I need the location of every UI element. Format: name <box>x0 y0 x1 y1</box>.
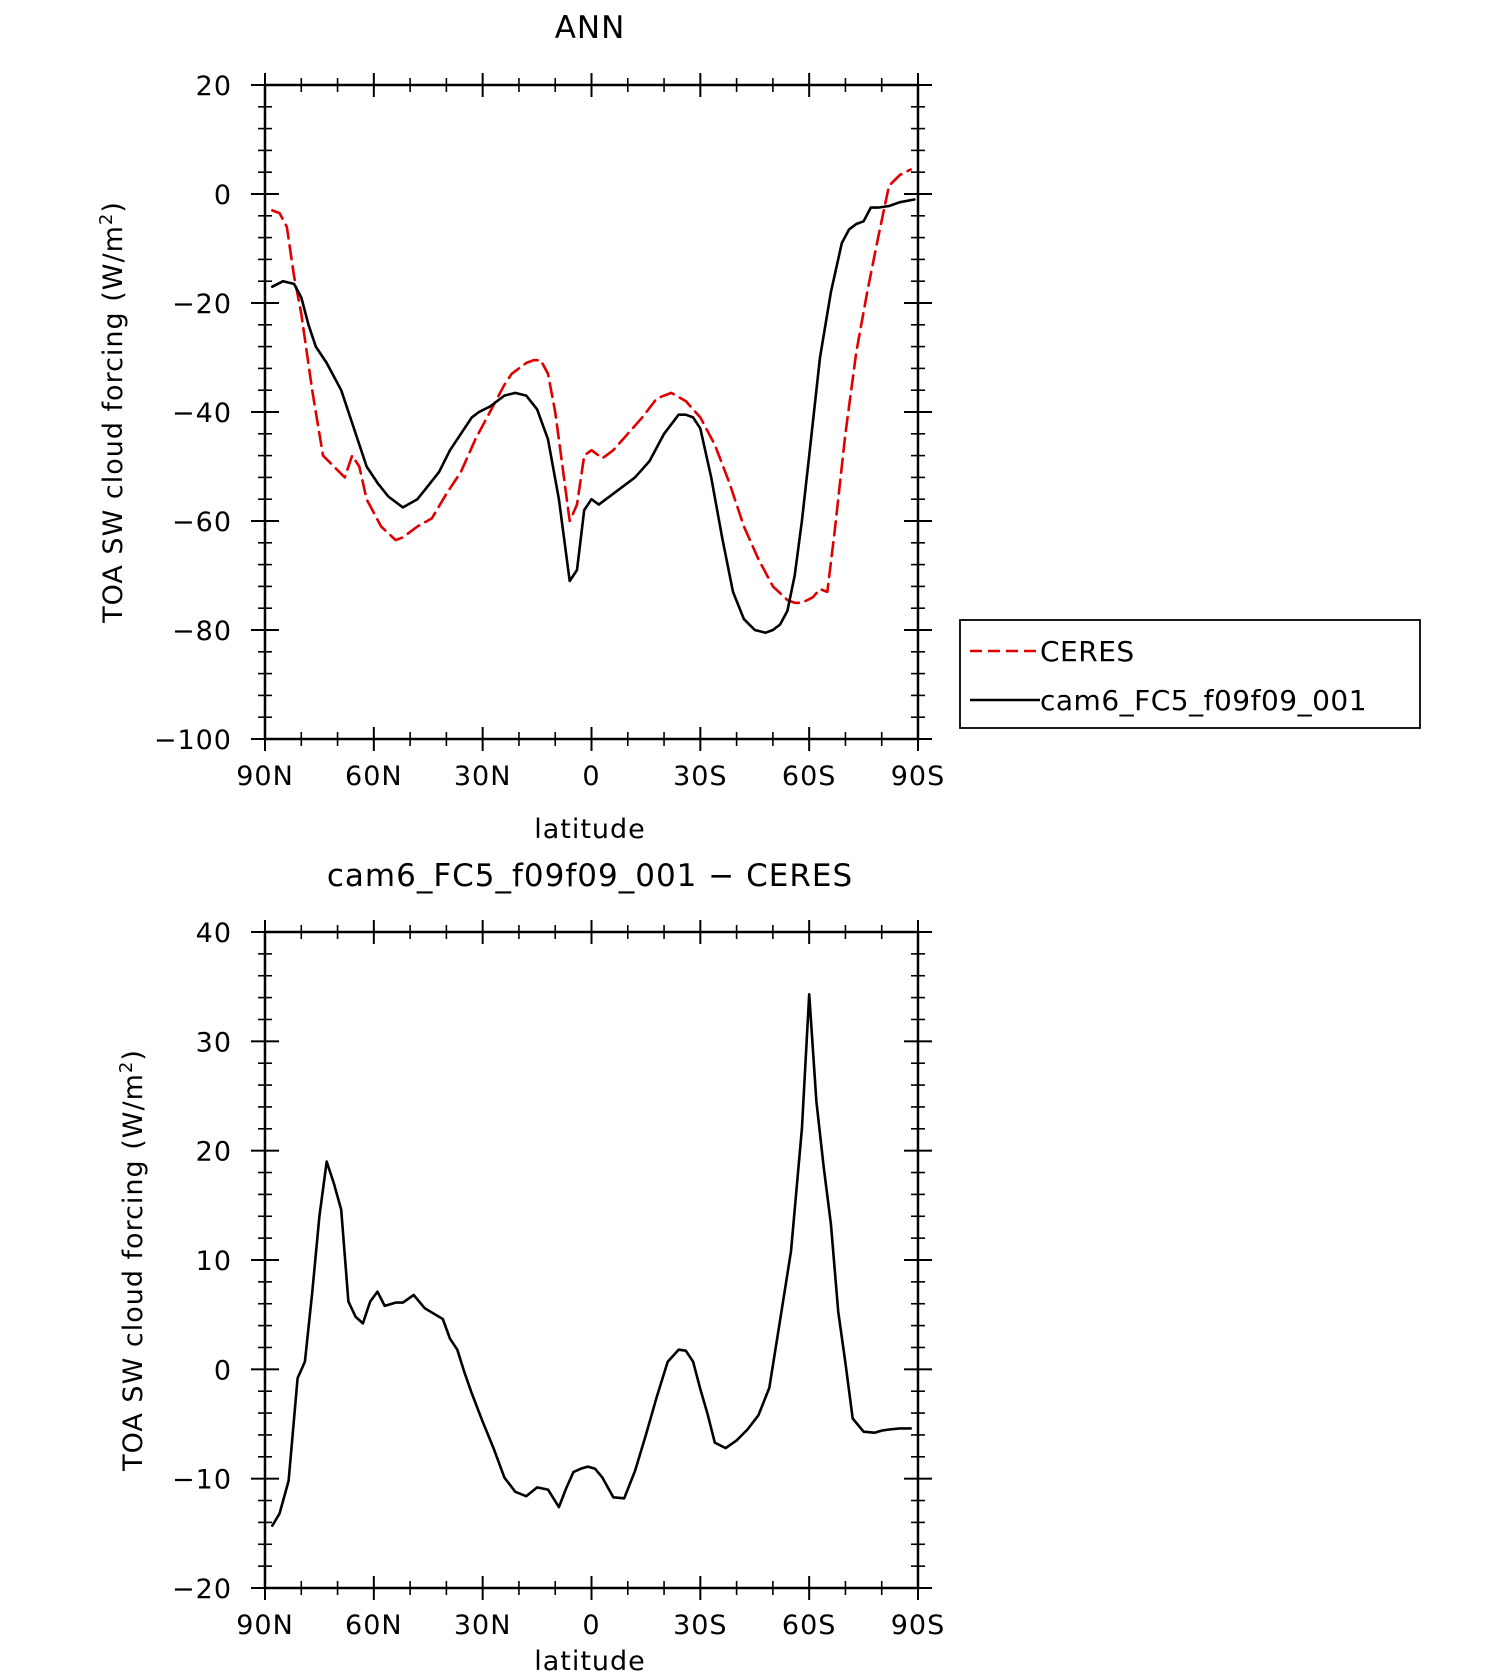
top-x-tick-label: 30S <box>673 761 728 792</box>
top-y-tick-labels: 20 0 −20 −40 −60 −80 −100 <box>154 71 232 756</box>
top-x-axis-label: latitude <box>534 814 646 845</box>
bottom-y-tick-label: 10 <box>196 1246 232 1277</box>
top-y-tick-label: −20 <box>172 289 232 320</box>
bottom-x-axis-label: latitude <box>534 1646 646 1677</box>
top-series-line-cam6-fc5-f09f09-001 <box>270 198 916 635</box>
top-y-axis-label: TOA SW cloud forcing (W/m2) <box>96 201 129 624</box>
bottom-y-tick-label: −10 <box>172 1465 232 1496</box>
bottom-x-tick-label: 90S <box>891 1610 946 1641</box>
bottom-y-tick-label: 20 <box>196 1137 232 1168</box>
top-chart-title: ANN <box>555 10 626 46</box>
top-x-tick-label: 0 <box>582 761 600 792</box>
bottom-x-tick-label: 60S <box>782 1610 837 1641</box>
bottom-y-tick-labels: 40 30 20 10 0 −10 −20 <box>172 918 232 1605</box>
bottom-x-tick-label: 30S <box>673 1610 728 1641</box>
top-x-tick-labels: 90N 60N 30N 0 30S 60S 90S <box>236 761 946 792</box>
top-y-tick-label: −40 <box>172 398 232 429</box>
bottom-x-tick-labels: 90N 60N 30N 0 30S 60S 90S <box>236 1610 946 1641</box>
top-panel: ANN 20 0 −20 −40 −60 −80 −100 90N 60N 30N 0 30S 60S… <box>96 10 1421 845</box>
top-y-tick-label: −60 <box>172 507 232 538</box>
bottom-x-tick-label: 60N <box>345 1610 403 1641</box>
top-series-group <box>270 168 916 635</box>
bottom-y-axis-label: TOA SW cloud forcing (W/m2) <box>116 1049 149 1472</box>
bottom-series-group <box>270 992 913 1527</box>
bottom-x-tick-label: 0 <box>582 1610 600 1641</box>
top-x-tick-label: 60S <box>782 761 837 792</box>
bottom-y-tick-label: 0 <box>214 1355 232 1386</box>
legend-box <box>959 619 1421 729</box>
bottom-axis-ticks <box>251 920 932 1600</box>
bottom-series-line-series-0 <box>270 992 913 1527</box>
bottom-x-tick-label: 30N <box>454 1610 512 1641</box>
top-y-tick-label: 20 <box>196 71 232 102</box>
top-x-tick-label: 90S <box>891 761 946 792</box>
bottom-chart-title: cam6_FC5_f09f09_001 − CERES <box>327 858 853 894</box>
top-series-line-ceres <box>270 168 913 605</box>
bottom-y-tick-label: −20 <box>172 1574 232 1605</box>
top-x-tick-label: 30N <box>454 761 512 792</box>
bottom-plot-frame <box>263 930 920 1590</box>
top-y-tick-label: −80 <box>172 616 232 647</box>
legend: CERES cam6_FC5_f09f09_001 <box>959 619 1421 729</box>
top-x-tick-label: 60N <box>345 761 403 792</box>
top-axis-ticks <box>251 73 932 751</box>
bottom-y-tick-label: 30 <box>196 1027 232 1058</box>
top-y-tick-label: −100 <box>154 725 232 756</box>
top-plot-frame <box>263 83 920 741</box>
top-x-tick-label: 90N <box>236 761 294 792</box>
bottom-panel: cam6_FC5_f09f09_001 − CERES 40 30 20 10 0 −10… <box>116 858 946 1677</box>
legend-label-ceres: CERES <box>1040 635 1135 668</box>
bottom-y-tick-label: 40 <box>196 918 232 949</box>
legend-label-model: cam6_FC5_f09f09_001 <box>1040 684 1367 717</box>
top-y-tick-label: 0 <box>214 180 232 211</box>
bottom-x-tick-label: 90N <box>236 1610 294 1641</box>
